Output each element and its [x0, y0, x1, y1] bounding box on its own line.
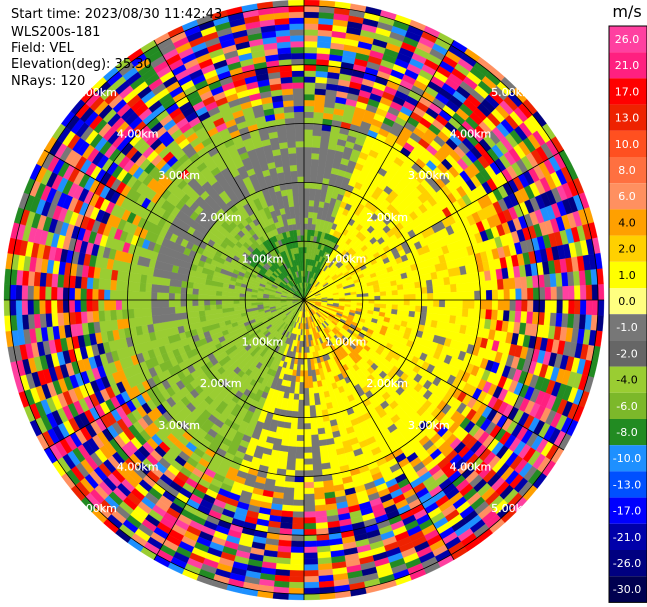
colorbar-tick-label: -4.0 [616, 374, 637, 387]
colorbar-tick-label: 10.0 [615, 138, 640, 151]
colorbar-tick-label: -10.0 [613, 452, 641, 465]
velocity-field [3, 0, 605, 601]
colorbar-tick-label: 4.0 [618, 216, 636, 229]
colorbar-tick-label: -8.0 [616, 426, 637, 439]
colorbar-tick-label: 2.0 [618, 243, 636, 256]
colorbar-tick-label: -2.0 [616, 347, 637, 360]
colorbar-tick-label: 17.0 [615, 85, 640, 98]
colorbar-unit-label: m/s [612, 2, 641, 21]
colorbar-tick-label: -30.0 [613, 583, 641, 596]
colorbar-tick-label: -21.0 [613, 531, 641, 544]
colorbar-tick-label: 1.0 [618, 269, 636, 282]
colorbar-tick-label: 8.0 [618, 164, 636, 177]
colorbar-tick-label: -17.0 [613, 505, 641, 518]
colorbar-tick-label: -26.0 [613, 557, 641, 570]
colorbar-tick-label: -13.0 [613, 478, 641, 491]
colorbar-tick-label: -1.0 [616, 321, 637, 334]
colorbar-tick-label: 21.0 [615, 59, 640, 72]
colorbar-tick-label: 13.0 [615, 112, 640, 125]
colorbar-tick-label: 0.0 [618, 295, 636, 308]
colorbar-tick-label: 26.0 [615, 33, 640, 46]
colorbar-tick-label: 6.0 [618, 190, 636, 203]
colorbar-tick-label: -6.0 [616, 400, 637, 413]
